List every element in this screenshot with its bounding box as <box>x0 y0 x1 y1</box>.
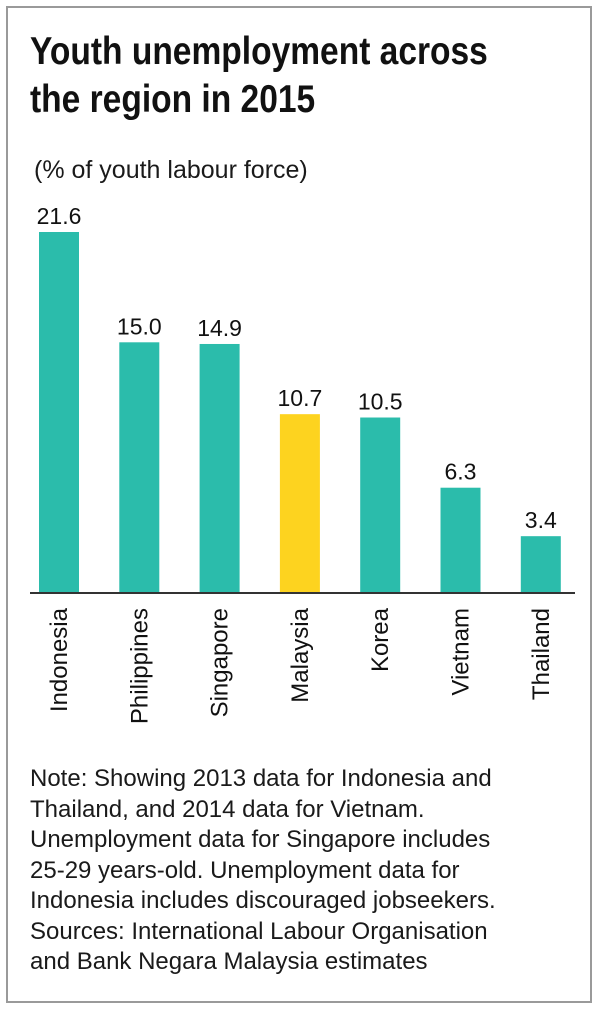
bar-korea <box>360 417 401 593</box>
note-line: Thailand, and 2014 data for Vietnam. <box>30 795 425 823</box>
category-label-thailand: Thailand <box>528 608 555 700</box>
bar-chart: 21.6 Indonesia 15.0 Philippines 14.9 Singapor… <box>30 203 575 724</box>
value-label-malaysia: 10.7 <box>278 385 323 411</box>
title-line-1: Youth unemployment across <box>30 30 488 73</box>
bar-philippines <box>119 342 160 593</box>
value-label-philippines: 15.0 <box>117 313 162 339</box>
note-line: Unemployment data for Singapore includes <box>30 826 491 853</box>
category-label-philippines: Philippines <box>126 608 153 724</box>
note-line: 25-29 years-old. Unemployment data for <box>30 856 460 884</box>
title-line-2: the region in 2015 <box>30 78 316 121</box>
category-label-indonesia: Indonesia <box>46 607 73 712</box>
note-line: Indonesia includes discouraged jobseeker… <box>30 887 496 914</box>
bar-vietnam <box>440 487 481 593</box>
bar-indonesia <box>39 232 79 593</box>
note-line: and Bank Negara Malaysia estimates <box>30 948 428 975</box>
bar-thailand <box>520 536 561 593</box>
footnote: Note: Showing 2013 data for Indonesia an… <box>30 764 590 978</box>
category-label-vietnam: Vietnam <box>448 608 475 696</box>
category-label-singapore: Singapore <box>207 608 234 717</box>
value-label-indonesia: 21.6 <box>37 203 82 229</box>
value-label-thailand: 3.4 <box>525 507 557 533</box>
chart-subtitle: (% of youth labour force) <box>34 156 308 184</box>
value-label-korea: 10.5 <box>358 389 403 415</box>
bar-singapore <box>199 343 240 593</box>
note-line: Note: Showing 2013 data for Indonesia an… <box>30 765 492 792</box>
bar-malaysia <box>279 414 320 593</box>
value-label-singapore: 14.9 <box>197 315 242 341</box>
category-label-malaysia: Malaysia <box>287 607 314 702</box>
chart-title: Youth unemployment across the region in … <box>30 28 494 124</box>
category-label-korea: Korea <box>367 607 394 672</box>
value-label-vietnam: 6.3 <box>445 459 477 485</box>
note-line: Sources: International Labour Organisati… <box>30 917 488 945</box>
